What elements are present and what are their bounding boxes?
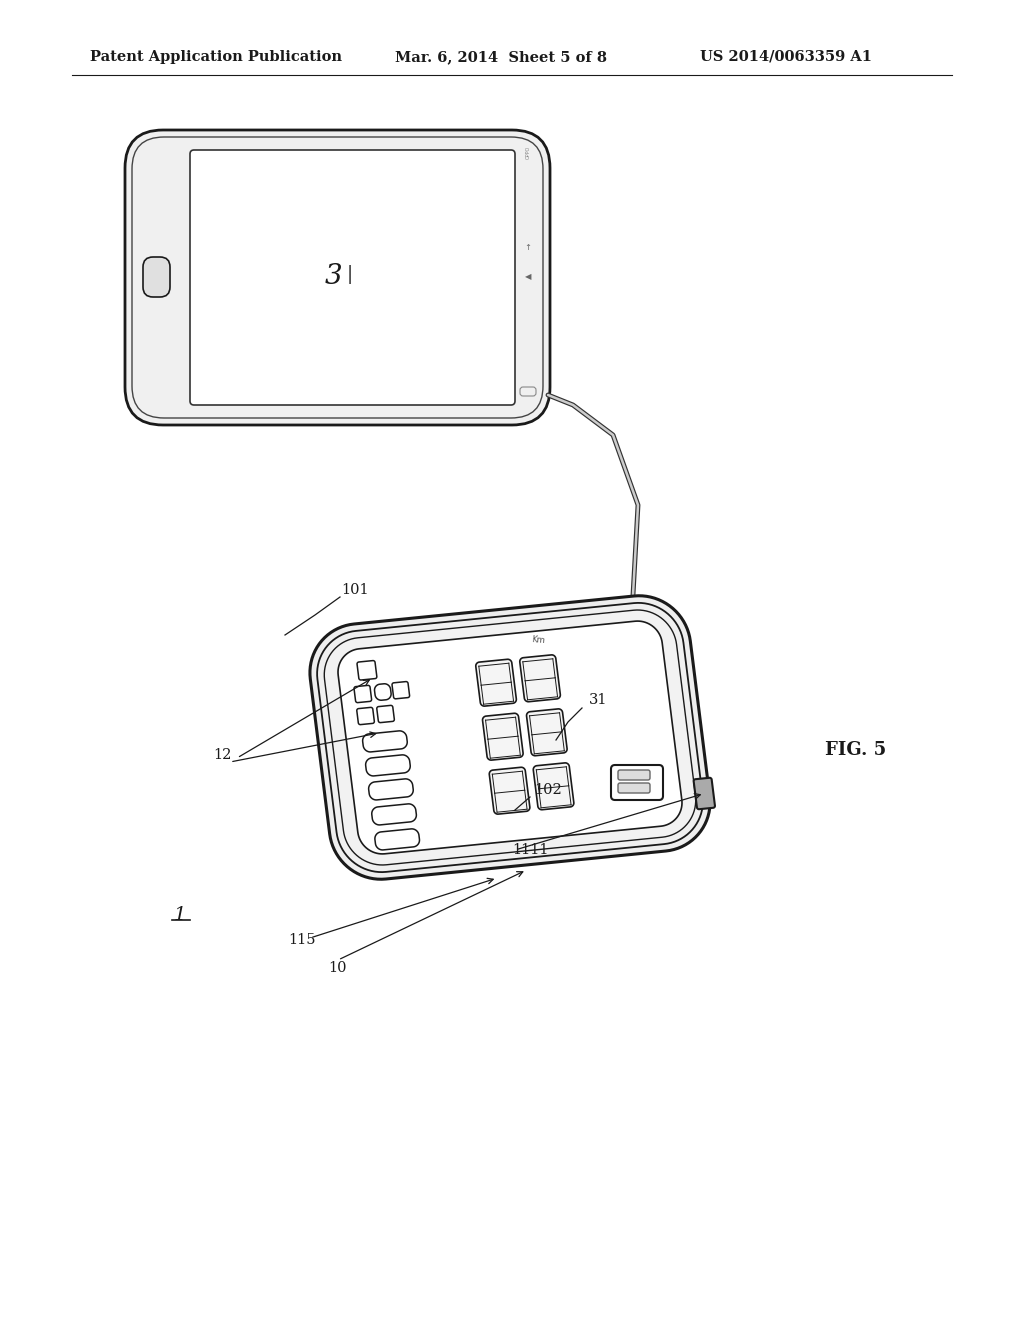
FancyBboxPatch shape [618, 770, 650, 780]
Text: 12: 12 [213, 748, 231, 762]
Polygon shape [476, 659, 516, 706]
Text: Mar. 6, 2014  Sheet 5 of 8: Mar. 6, 2014 Sheet 5 of 8 [395, 50, 607, 63]
FancyBboxPatch shape [132, 137, 543, 418]
Text: 1111: 1111 [512, 843, 548, 857]
FancyBboxPatch shape [618, 783, 650, 793]
Polygon shape [534, 763, 573, 809]
Polygon shape [310, 595, 710, 879]
Text: 1: 1 [174, 906, 186, 924]
Text: |: | [347, 265, 353, 285]
FancyBboxPatch shape [125, 129, 550, 425]
Polygon shape [338, 622, 682, 854]
Text: 3: 3 [325, 264, 342, 290]
Text: OPPO: OPPO [525, 145, 530, 158]
Text: 31: 31 [589, 693, 607, 708]
Text: ◀: ◀ [524, 272, 531, 281]
Polygon shape [482, 713, 523, 760]
Polygon shape [317, 603, 702, 873]
Text: ↑: ↑ [524, 243, 531, 252]
Text: Km: Km [531, 635, 546, 645]
Polygon shape [325, 610, 695, 865]
Polygon shape [520, 655, 560, 702]
Text: 101: 101 [341, 583, 369, 597]
Polygon shape [693, 777, 715, 809]
Text: 115: 115 [288, 933, 315, 946]
Text: 102: 102 [535, 783, 562, 797]
FancyBboxPatch shape [143, 257, 170, 297]
Text: FIG. 5: FIG. 5 [825, 741, 887, 759]
FancyBboxPatch shape [190, 150, 515, 405]
Polygon shape [489, 767, 529, 814]
Text: US 2014/0063359 A1: US 2014/0063359 A1 [700, 50, 872, 63]
Polygon shape [526, 709, 567, 756]
Text: 10: 10 [329, 961, 347, 975]
Text: Patent Application Publication: Patent Application Publication [90, 50, 342, 63]
FancyBboxPatch shape [611, 766, 663, 800]
